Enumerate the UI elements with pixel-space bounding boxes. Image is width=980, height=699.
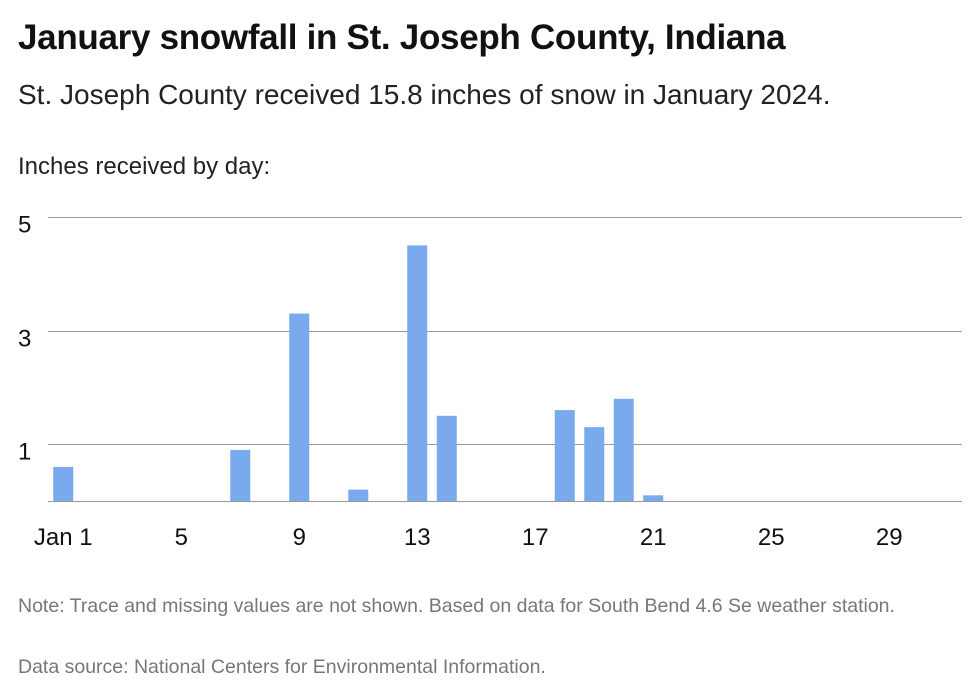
bar-jan-7 (230, 449, 251, 501)
bar-jan-18 (554, 410, 575, 501)
bars (53, 245, 664, 501)
x-tick-label: 25 (758, 524, 785, 551)
y-tick-label: 5 (18, 212, 31, 239)
y-axis-label: Inches received by day: (18, 153, 271, 180)
bar-jan-13 (407, 245, 428, 501)
bar-jan-1 (53, 466, 74, 501)
x-tick-label: Jan 1 (34, 524, 93, 551)
x-tick-label: 17 (522, 524, 549, 551)
x-tick-label: 5 (175, 524, 188, 551)
chart-note: Note: Trace and missing values are not s… (18, 595, 895, 617)
bar-jan-19 (584, 427, 605, 501)
data-source: Data source: National Centers for Enviro… (18, 656, 546, 678)
y-tick-label: 1 (18, 439, 31, 466)
y-tick-label: 3 (18, 326, 31, 353)
bar-jan-9 (289, 313, 310, 501)
bar-jan-21 (643, 495, 664, 501)
x-tick-label: 21 (640, 524, 667, 551)
bar-jan-14 (436, 415, 457, 501)
chart-subtitle: St. Joseph County received 15.8 inches o… (18, 79, 831, 110)
chart-title: January snowfall in St. Joseph County, I… (18, 18, 786, 57)
x-tick-label: 9 (293, 524, 306, 551)
gridlines (48, 217, 962, 502)
bar-jan-11 (348, 489, 369, 501)
bar-jan-20 (613, 398, 634, 501)
x-tick-label: 29 (876, 524, 903, 551)
x-tick-label: 13 (404, 524, 431, 551)
